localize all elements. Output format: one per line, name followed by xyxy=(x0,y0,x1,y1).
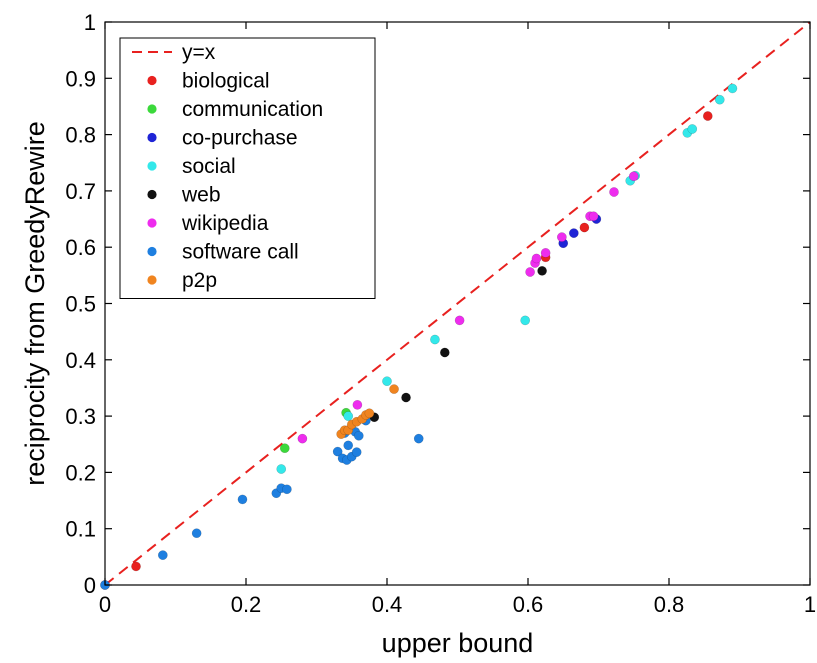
data-point-software-call xyxy=(351,447,362,457)
y-tick-label: 1 xyxy=(84,10,96,35)
legend-label-social: social xyxy=(182,155,236,178)
legend-swatch-social xyxy=(147,161,157,171)
legend-label-y-x: y=x xyxy=(182,41,216,64)
x-tick-label: 0.6 xyxy=(513,592,544,617)
y-tick-label: 0.6 xyxy=(65,235,96,260)
data-point-software-call xyxy=(282,484,292,495)
data-point-wikipedia xyxy=(540,247,551,258)
x-tick-label: 0 xyxy=(99,592,111,617)
data-point-wikipedia xyxy=(609,187,619,197)
data-point-wikipedia xyxy=(454,315,465,326)
data-point-web xyxy=(401,392,411,403)
y-axis-label: reciprocity from GreedyRewire xyxy=(20,121,50,486)
y-tick-label: 0.9 xyxy=(65,66,96,91)
data-point-p2p xyxy=(389,384,399,394)
data-point-biological xyxy=(131,561,141,572)
data-points-layer xyxy=(100,83,738,590)
data-point-software-call xyxy=(157,550,168,561)
data-point-wikipedia xyxy=(556,232,567,242)
y-tick-label: 0 xyxy=(84,573,96,598)
data-point-p2p xyxy=(364,408,375,419)
legend-label-communication: communication xyxy=(182,98,323,121)
x-tick-label: 1 xyxy=(804,592,816,617)
legend-label-p2p: p2p xyxy=(182,269,217,292)
data-point-software-call xyxy=(332,446,343,457)
y-tick-label: 0.7 xyxy=(65,179,96,204)
legend-swatch-software-call xyxy=(147,246,157,257)
legend-label-wikipedia: wikipedia xyxy=(181,212,269,235)
legend-swatch-communication xyxy=(147,104,157,114)
reference-line-y-equals-x xyxy=(104,21,811,586)
data-point-social xyxy=(343,411,354,421)
data-point-software-call xyxy=(413,433,424,444)
x-tick-label: 0.2 xyxy=(231,592,262,617)
data-point-software-call xyxy=(353,430,364,441)
legend-swatch-biological xyxy=(147,75,157,86)
y-tick-label: 0.2 xyxy=(65,460,96,485)
data-point-web xyxy=(537,265,547,276)
legend: y=x biological communication co-purchase soc… xyxy=(119,37,376,299)
ticks-layer: 0 0.2 0.4 0.6 0.8 1 0 0.1 0.2 0.3 0.4 0.5 0.6 0.7 0.8 0… xyxy=(65,10,816,617)
data-point-social xyxy=(430,334,440,345)
data-point-communication xyxy=(279,443,290,454)
legend-label-biological: biological xyxy=(182,70,270,93)
data-point-biological xyxy=(702,111,713,121)
data-point-biological xyxy=(579,222,590,233)
data-point-wikipedia xyxy=(352,399,363,410)
data-point-web xyxy=(439,347,450,358)
y-tick-label: 0.1 xyxy=(65,517,96,542)
x-tick-label: 0.8 xyxy=(654,592,685,617)
data-point-software-call xyxy=(237,494,248,505)
data-point-software-call xyxy=(191,528,202,539)
x-axis-label: upper bound xyxy=(382,628,534,658)
data-point-social xyxy=(687,124,698,134)
legend-swatch-co-purchase xyxy=(147,132,157,143)
legend-box xyxy=(119,37,376,299)
legend-swatch-wikipedia xyxy=(147,218,157,228)
data-point-wikipedia xyxy=(628,171,639,182)
y-tick-label: 0.5 xyxy=(65,292,96,317)
data-point-social xyxy=(520,315,531,326)
data-point-social xyxy=(727,83,738,94)
legend-label-web: web xyxy=(181,184,221,207)
data-point-social xyxy=(276,464,287,474)
legend-swatch-web xyxy=(147,189,157,200)
legend-swatch-p2p xyxy=(147,275,157,285)
y-tick-label: 0.8 xyxy=(65,123,96,148)
data-point-co-purchase xyxy=(568,228,579,238)
data-point-software-call xyxy=(343,440,354,451)
data-point-social xyxy=(714,94,725,105)
legend-label-software-call: software call xyxy=(182,241,299,264)
data-point-wikipedia xyxy=(531,253,542,264)
data-point-wikipedia xyxy=(588,211,599,222)
y-tick-label: 0.4 xyxy=(65,348,96,373)
y-tick-label: 0.3 xyxy=(65,404,96,429)
reference-line-layer xyxy=(104,21,811,586)
x-tick-label: 0.4 xyxy=(372,592,403,617)
data-point-wikipedia xyxy=(525,267,535,277)
data-point-wikipedia xyxy=(297,433,308,444)
data-point-social xyxy=(382,376,392,387)
legend-label-co-purchase: co-purchase xyxy=(182,127,298,150)
